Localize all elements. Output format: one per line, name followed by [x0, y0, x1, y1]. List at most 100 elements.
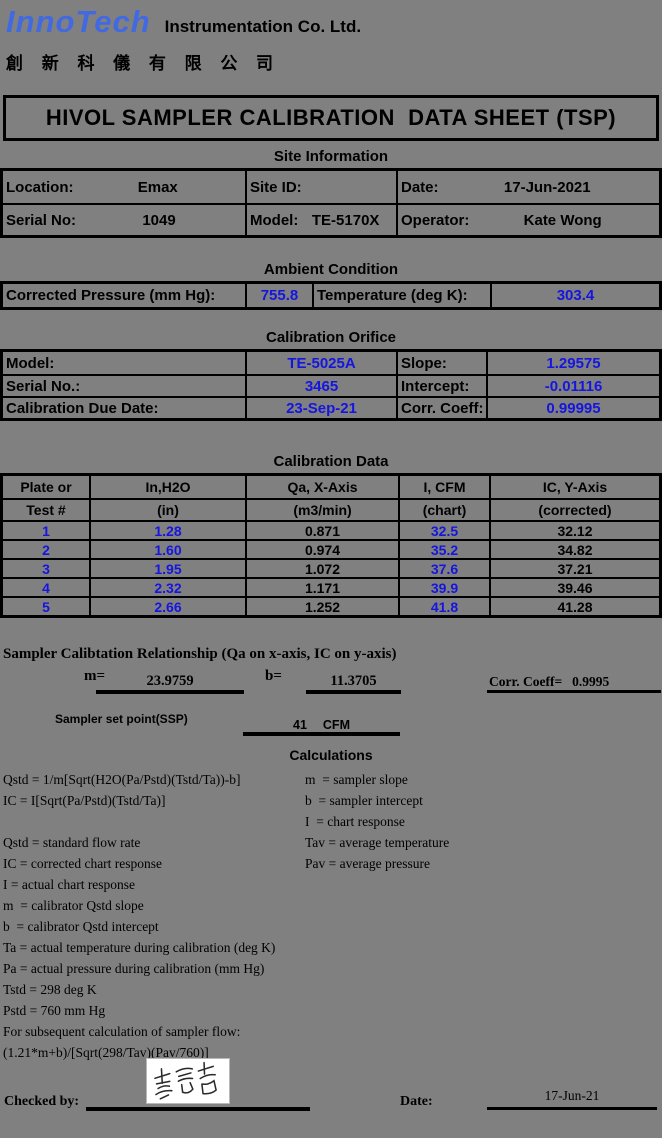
data-cell: 34.82: [489, 539, 659, 558]
calc-line: Tav = average temperature: [305, 835, 450, 850]
site-information-heading: Site Information: [273, 148, 389, 165]
data-cell: 37.6: [398, 558, 489, 577]
data-cell: 0.871: [245, 520, 398, 539]
date-cell: Date: 17-Jun-2021: [396, 171, 659, 203]
calc-line: m = calibrator Qstd slope: [3, 898, 144, 913]
location-value: Emax: [137, 178, 178, 196]
operator-cell: Operator: Kate Wong: [396, 203, 659, 235]
calibration-data-table: Plate or In,H2O Qa, X-Axis I, CFM IC, Y-…: [0, 473, 662, 618]
data-cell: 2.32: [89, 577, 245, 596]
calc-line: Qstd = 1/m[Sqrt(H2O(Pa/Pstd)(Tstd/Ta))-b…: [3, 772, 241, 787]
col-subheader: (chart): [398, 498, 489, 520]
data-cell: 1.171: [245, 577, 398, 596]
ssp-value: 41: [293, 718, 307, 732]
data-cell: 4: [3, 577, 89, 596]
calc-line: IC = corrected chart response: [3, 856, 163, 871]
b-label: b=: [265, 668, 282, 684]
calc-line: For subsequent calculation of sampler fl…: [3, 1024, 241, 1039]
temperature-value: 303.4: [490, 284, 659, 307]
calc-line: m = sampler slope: [305, 772, 408, 787]
company-name-chinese: 創 新 科 儀 有 限 公 司: [6, 54, 281, 73]
innotech-logo: InnoTech: [6, 4, 151, 39]
data-cell: 32.12: [489, 520, 659, 539]
m-label: m=: [84, 668, 106, 684]
calc-line: Tstd = 298 deg K: [3, 982, 97, 997]
calc-line: Pa = actual pressure during calibration …: [3, 961, 265, 976]
data-cell: 1.95: [89, 558, 245, 577]
orifice-corr-coeff-label: Corr. Coeff:: [396, 396, 486, 418]
calc-line: I = actual chart response: [3, 877, 136, 892]
calc-line: [3, 811, 275, 832]
site-id-label: Site ID:: [250, 178, 302, 196]
signature-box: [146, 1058, 230, 1104]
col-header: Qa, X-Axis: [245, 476, 398, 498]
footer-date-line: [487, 1107, 657, 1110]
data-cell: 1.28: [89, 520, 245, 539]
model-label: Model:: [250, 211, 299, 229]
calculations-left-column: Qstd = 1/m[Sqrt(H2O(Pa/Pstd)(Tstd/Ta))-b…: [3, 769, 275, 1063]
orifice-due-date-label: Calibration Due Date:: [3, 396, 245, 418]
calc-line: I = chart response: [305, 814, 405, 829]
orifice-model-label: Model:: [6, 354, 55, 372]
data-cell: 41.8: [398, 596, 489, 615]
data-cell: 1: [3, 520, 89, 539]
date-value: 17-Jun-2021: [503, 178, 591, 196]
corrected-pressure-value: 755.8: [245, 284, 312, 307]
data-cell: 2.66: [89, 596, 245, 615]
company-name: Instrumentation Co. Ltd.: [164, 17, 362, 36]
calc-line: Qstd = standard flow rate: [3, 835, 141, 850]
data-cell: 32.5: [398, 520, 489, 539]
footer-date-label: Date:: [400, 1094, 433, 1109]
sheet-title: HIVOL SAMPLER CALIBRATION DATA SHEET (TS…: [3, 95, 659, 141]
checked-by-label: Checked by:: [4, 1094, 80, 1109]
m-value-field: 23.9759: [96, 666, 244, 694]
col-subheader: (corrected): [489, 498, 659, 520]
calc-line: b = calibrator Qstd intercept: [3, 919, 159, 934]
data-cell: 35.2: [398, 539, 489, 558]
location-cell: Location: Emax: [3, 171, 245, 203]
serial-no-value: 1049: [142, 211, 176, 229]
orifice-intercept-value: -0.01116: [486, 374, 659, 396]
signature-handwriting: [154, 1061, 217, 1100]
data-cell: 37.21: [489, 558, 659, 577]
corr-coeff-value: 0.9995: [572, 674, 610, 689]
col-header: In,H2O: [89, 476, 245, 498]
corr-coeff-field: Corr. Coeff= 0.9995: [487, 666, 661, 693]
header: InnoTech Instrumentation Co. Ltd. 創 新 科 儀…: [6, 4, 656, 74]
model-cell: Model: TE-5170X: [245, 203, 396, 235]
orifice-intercept-label: Intercept:: [396, 374, 486, 396]
corrected-pressure-label: Corrected Pressure (mm Hg):: [6, 287, 216, 304]
calc-line: b = sampler intercept: [305, 793, 423, 808]
operator-label: Operator:: [401, 211, 470, 229]
ambient-condition-heading: Ambient Condition: [263, 261, 399, 278]
data-cell: 3: [3, 558, 89, 577]
data-cell: 1.072: [245, 558, 398, 577]
col-header: Plate or: [20, 479, 72, 495]
b-value-field: 11.3705: [306, 666, 401, 694]
data-cell: 2: [3, 539, 89, 558]
data-cell: 39.9: [398, 577, 489, 596]
calibration-orifice-table: Model: TE-5025A Slope: 1.29575 Serial No…: [0, 349, 662, 421]
col-subheader: Test #: [3, 498, 89, 520]
data-cell: 5: [3, 596, 89, 615]
temperature-label: Temperature (deg K):: [312, 284, 490, 307]
orifice-corr-coeff-value: 0.99995: [486, 396, 659, 418]
ssp-label: Sampler set point(SSP): [55, 712, 188, 726]
col-header: IC, Y-Axis: [489, 476, 659, 498]
date-label: Date:: [401, 178, 439, 196]
calc-line: Ta = actual temperature during calibrati…: [3, 940, 276, 955]
orifice-model-value: TE-5025A: [245, 352, 396, 374]
orifice-serial-label: Serial No.:: [3, 374, 245, 396]
operator-value: Kate Wong: [523, 211, 602, 229]
calculations-right-column: m = sampler slope b = sampler intercept …: [305, 769, 449, 874]
ambient-condition-table: Corrected Pressure (mm Hg): 755.8 Temper…: [0, 281, 662, 310]
calc-line: (1.21*m+b)/[Sqrt(298/Tav)(Pav/760)]: [3, 1045, 209, 1060]
site-information-table: Location: Emax Site ID: Date: 17-Jun-202…: [0, 168, 662, 238]
data-cell: 1.60: [89, 539, 245, 558]
col-subheader: (m3/min): [245, 498, 398, 520]
data-cell: 41.28: [489, 596, 659, 615]
orifice-due-date-value: 23-Sep-21: [245, 396, 396, 418]
serial-no-cell: Serial No: 1049: [3, 203, 245, 235]
b-value: 11.3705: [330, 673, 377, 689]
orifice-serial-value: 3465: [245, 374, 396, 396]
